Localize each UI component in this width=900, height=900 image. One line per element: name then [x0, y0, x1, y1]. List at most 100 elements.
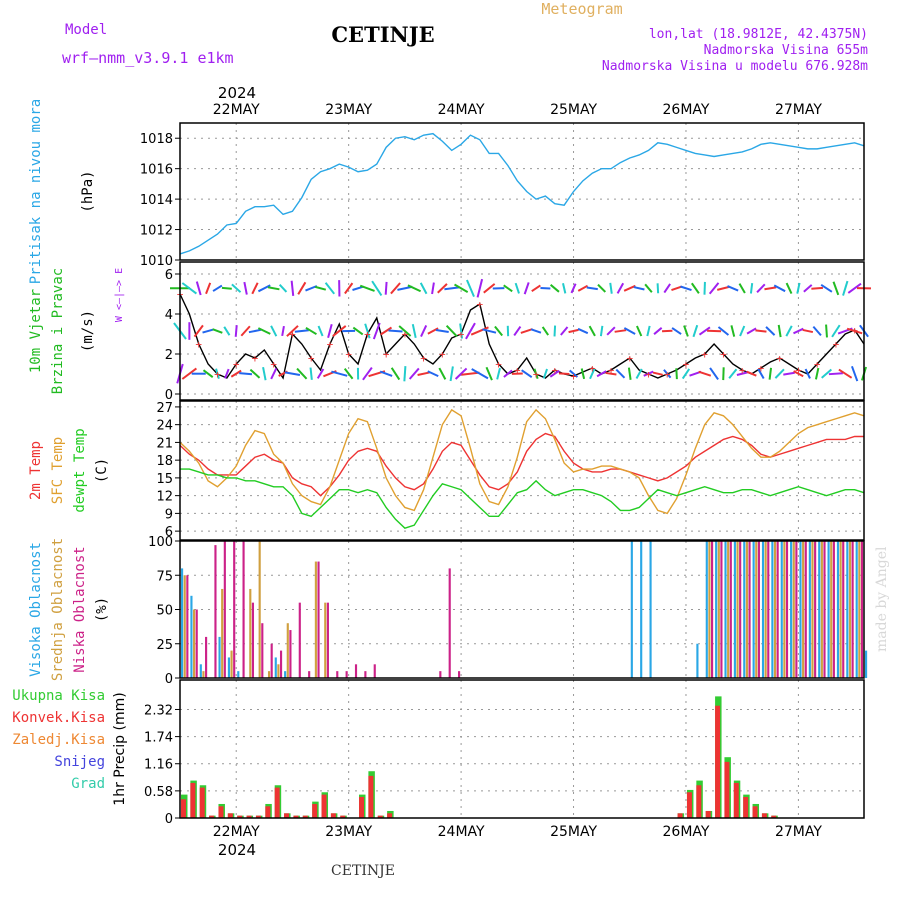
bar-cloud-series-2 [792, 541, 795, 678]
bar-precipitation-series-2 [218, 806, 224, 818]
wind-arrow [465, 322, 476, 340]
bar-cloud-series-1 [649, 541, 652, 678]
wind-arrow [681, 368, 691, 380]
wind-arrow [231, 283, 242, 293]
wind-arrow [765, 326, 776, 336]
y-axis-label: Niska Oblacnost [72, 546, 88, 672]
coordinates-label: lon,lat (18.9812E, 42.4375N) [649, 27, 868, 42]
bar-cloud-series-3 [233, 541, 236, 678]
y-tick-label: 6 [165, 268, 173, 283]
wind-arrow [588, 325, 596, 337]
wind-arrow [461, 371, 480, 376]
wind-arrow [690, 282, 700, 294]
bar-cloud-series-3 [748, 541, 751, 678]
bar-precipitation-series-2 [724, 761, 730, 818]
bottom-date-label: 22MAY [213, 824, 260, 840]
bar-cloud-series-2 [811, 541, 814, 678]
bar-cloud-series-1 [752, 541, 755, 678]
wind-arrow [257, 284, 271, 293]
y-tick-label: 1.16 [144, 758, 173, 773]
wind-arrow [831, 324, 841, 338]
bar-cloud-series-1 [227, 657, 230, 678]
y-tick-label: 15 [156, 472, 173, 487]
bar-cloud-series-1 [808, 541, 811, 678]
wind-arrow [212, 284, 223, 292]
bar-cloud-series-2 [267, 671, 271, 678]
y-tick-label: 100 [148, 535, 173, 550]
y-tick-label: 0 [165, 672, 173, 687]
wind-arrow [533, 368, 539, 379]
wind-gust-marker: + [233, 358, 240, 371]
wind-arrow [181, 282, 197, 295]
bar-precipitation-series-2 [227, 813, 233, 818]
wind-arrow [653, 327, 663, 335]
y-tick-label: 24 [156, 419, 173, 434]
wind-gust-marker: + [458, 328, 465, 341]
bar-cloud-series-3 [270, 643, 273, 678]
bar-precipitation-series-2 [387, 813, 393, 818]
wind-arrow [390, 367, 401, 381]
top-date-label: 23MAY [325, 102, 372, 118]
wind-arrow [476, 278, 484, 298]
bar-cloud-series-3 [345, 671, 348, 678]
wind-arrow [407, 284, 422, 293]
wind-arrow [542, 368, 548, 379]
y-tick-label: 25 [156, 638, 173, 653]
wind-gust-marker: + [645, 368, 652, 381]
wind-arrow [309, 367, 313, 380]
wind-gust-marker: + [308, 352, 315, 365]
wind-compass-label: W <–|–> E [114, 268, 125, 322]
wind-arrow [290, 280, 295, 296]
wind-arrow [717, 285, 730, 291]
wind-arrow [708, 282, 720, 295]
bar-cloud-series-1 [761, 541, 765, 678]
y-axis-label: (%) [94, 597, 110, 622]
wind-arrow [675, 368, 678, 380]
wind-arrow [230, 369, 242, 378]
wind-gust-marker: + [570, 370, 577, 383]
bar-cloud-series-3 [223, 541, 226, 678]
chart-panels: 1010 1012 1014 1016 1018 Pritisak na nivou mo… [12, 99, 872, 827]
bar-cloud-series-3 [195, 609, 198, 678]
bottom-date-label: 24MAY [438, 824, 485, 840]
wind-arrow [803, 284, 813, 293]
wind-arrow [692, 324, 699, 338]
wind-gust-marker: + [383, 348, 390, 361]
bar-cloud-series-2 [736, 541, 739, 678]
wind-arrow [520, 328, 533, 334]
y-axis-label: 1hr Precip (mm) [112, 692, 128, 805]
bar-cloud-series-2 [783, 541, 786, 678]
bottom-year-label: 2024 [218, 841, 256, 859]
wind-arrow [606, 326, 616, 336]
bottom-date-axis: 22MAY 23MAY 24MAY 25MAY 26MAY 27MAY [213, 824, 823, 840]
wind-arrow [846, 327, 863, 335]
wind-arrow [332, 325, 347, 337]
wind-arrow [530, 328, 542, 334]
wind-arrow [202, 328, 214, 334]
wind-arrow [398, 325, 412, 337]
bottom-date-label: 26MAY [663, 824, 710, 840]
bar-precipitation-series-2 [274, 787, 280, 818]
bar-precipitation-series-2 [284, 813, 290, 818]
wind-arrow [623, 327, 636, 335]
bar-cloud-series-3 [729, 541, 732, 678]
wind-arrow [420, 324, 428, 338]
y-tick-label: 12 [156, 490, 173, 505]
bar-precipitation-series-2 [761, 813, 767, 818]
bar-cloud-series-3 [851, 541, 854, 678]
wind-gust-marker: + [851, 324, 858, 337]
panel-frame [179, 261, 865, 401]
bottom-date-label: 25MAY [550, 824, 597, 840]
wind-arrow [445, 325, 458, 337]
wind-gust-marker: + [252, 352, 259, 365]
wind-arrow [709, 367, 719, 381]
wind-gust-marker: + [776, 352, 783, 365]
bottom-date-label: 27MAY [775, 824, 822, 840]
y-tick-label: 4 [165, 308, 173, 323]
bar-precipitation-series-2 [199, 787, 205, 818]
wind-arrow [240, 325, 251, 337]
top-date-axis: 22MAY 23MAY 24MAY 25MAY 26MAY 27MAY [213, 102, 823, 118]
bar-cloud-series-1 [771, 541, 774, 678]
bar-cloud-series-2 [258, 541, 261, 678]
bar-precipitation-series-2 [246, 815, 252, 818]
